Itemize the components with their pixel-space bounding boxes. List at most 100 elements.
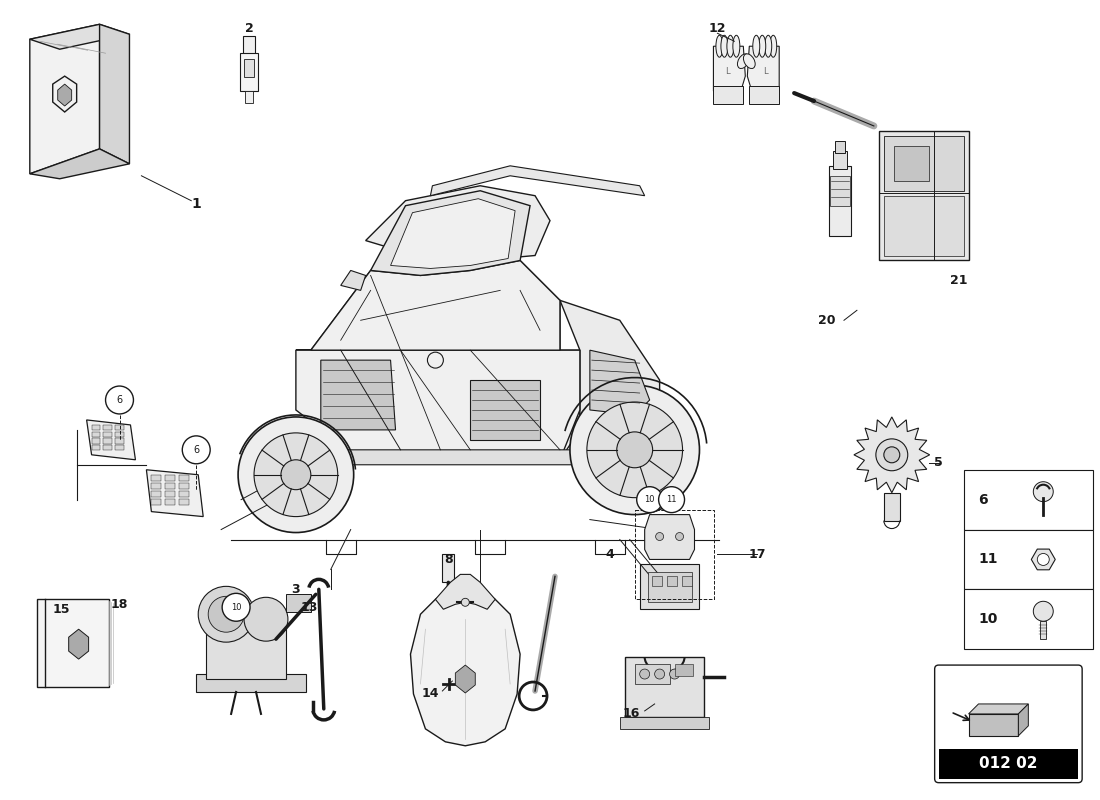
Text: 6: 6 [117, 395, 122, 405]
Text: 4: 4 [605, 548, 614, 561]
Bar [179, 498, 189, 505]
Polygon shape [30, 24, 100, 174]
Text: 18: 18 [111, 598, 129, 610]
Bar [667, 576, 676, 586]
Bar [91, 425, 100, 430]
Bar [116, 432, 124, 437]
Polygon shape [390, 198, 515, 269]
Polygon shape [30, 149, 130, 178]
Circle shape [659, 486, 684, 513]
Polygon shape [560, 300, 660, 430]
Polygon shape [68, 630, 89, 659]
Text: 10: 10 [645, 495, 654, 504]
Bar [165, 482, 175, 489]
Polygon shape [146, 470, 204, 517]
Bar [244, 59, 254, 77]
Polygon shape [1032, 549, 1055, 570]
Bar [833, 151, 847, 169]
Bar [152, 490, 162, 497]
Bar [116, 446, 124, 450]
Bar [91, 438, 100, 443]
Bar [894, 146, 928, 181]
Bar [116, 425, 124, 430]
Bar [179, 490, 189, 497]
Text: 6: 6 [979, 493, 988, 506]
Polygon shape [436, 574, 495, 610]
Polygon shape [371, 190, 530, 275]
Bar [36, 599, 109, 687]
Text: 3: 3 [292, 583, 300, 596]
Bar [964, 470, 1093, 530]
Text: 13: 13 [300, 601, 318, 614]
Text: 2: 2 [244, 22, 253, 34]
Ellipse shape [733, 35, 740, 57]
Circle shape [640, 669, 650, 679]
Circle shape [198, 586, 254, 642]
Bar [165, 490, 175, 497]
Polygon shape [100, 24, 130, 164]
Bar [91, 432, 100, 437]
Text: 6: 6 [194, 445, 199, 455]
Polygon shape [290, 450, 590, 465]
Polygon shape [968, 704, 1028, 714]
Circle shape [670, 669, 680, 679]
Circle shape [1033, 602, 1053, 622]
Bar [286, 594, 311, 612]
Bar [116, 438, 124, 443]
Circle shape [244, 598, 288, 641]
Circle shape [238, 417, 354, 533]
Circle shape [617, 432, 652, 468]
Ellipse shape [759, 35, 766, 57]
Polygon shape [714, 46, 746, 96]
Circle shape [876, 439, 907, 470]
Circle shape [675, 533, 683, 541]
Ellipse shape [752, 35, 760, 57]
Text: 20: 20 [818, 314, 836, 326]
Circle shape [280, 460, 311, 490]
Bar [206, 614, 286, 679]
Bar [103, 432, 112, 437]
Bar [152, 498, 162, 505]
Text: 1: 1 [191, 197, 201, 210]
Bar [835, 141, 845, 153]
Ellipse shape [770, 35, 777, 57]
Text: 15: 15 [53, 602, 70, 616]
Bar [749, 86, 779, 104]
Polygon shape [854, 417, 930, 493]
Ellipse shape [744, 54, 756, 69]
Bar [964, 530, 1093, 590]
Circle shape [208, 596, 244, 632]
Text: 16: 16 [623, 707, 640, 721]
Ellipse shape [716, 35, 723, 57]
Bar [651, 576, 661, 586]
Circle shape [106, 386, 133, 414]
Circle shape [1037, 554, 1049, 566]
Bar [165, 498, 175, 505]
Polygon shape [87, 420, 135, 460]
Bar [196, 674, 306, 692]
Bar [1041, 622, 1046, 639]
Circle shape [428, 352, 443, 368]
Polygon shape [747, 46, 779, 96]
Text: 8: 8 [444, 553, 453, 566]
Bar [245, 91, 253, 103]
Bar [442, 554, 454, 582]
Bar [830, 176, 850, 206]
Bar [165, 474, 175, 481]
Polygon shape [341, 270, 365, 290]
Polygon shape [471, 380, 540, 440]
Bar [152, 474, 162, 481]
Text: 11: 11 [667, 495, 676, 504]
Bar [714, 86, 744, 104]
Bar [648, 572, 692, 602]
Text: 10: 10 [979, 612, 998, 626]
Circle shape [883, 447, 900, 462]
Circle shape [1033, 482, 1053, 502]
Bar [968, 714, 1019, 736]
Circle shape [461, 598, 470, 606]
Bar [964, 590, 1093, 649]
Bar [635, 664, 670, 684]
Text: L: L [725, 66, 729, 76]
Bar [883, 136, 964, 190]
Bar [179, 474, 189, 481]
